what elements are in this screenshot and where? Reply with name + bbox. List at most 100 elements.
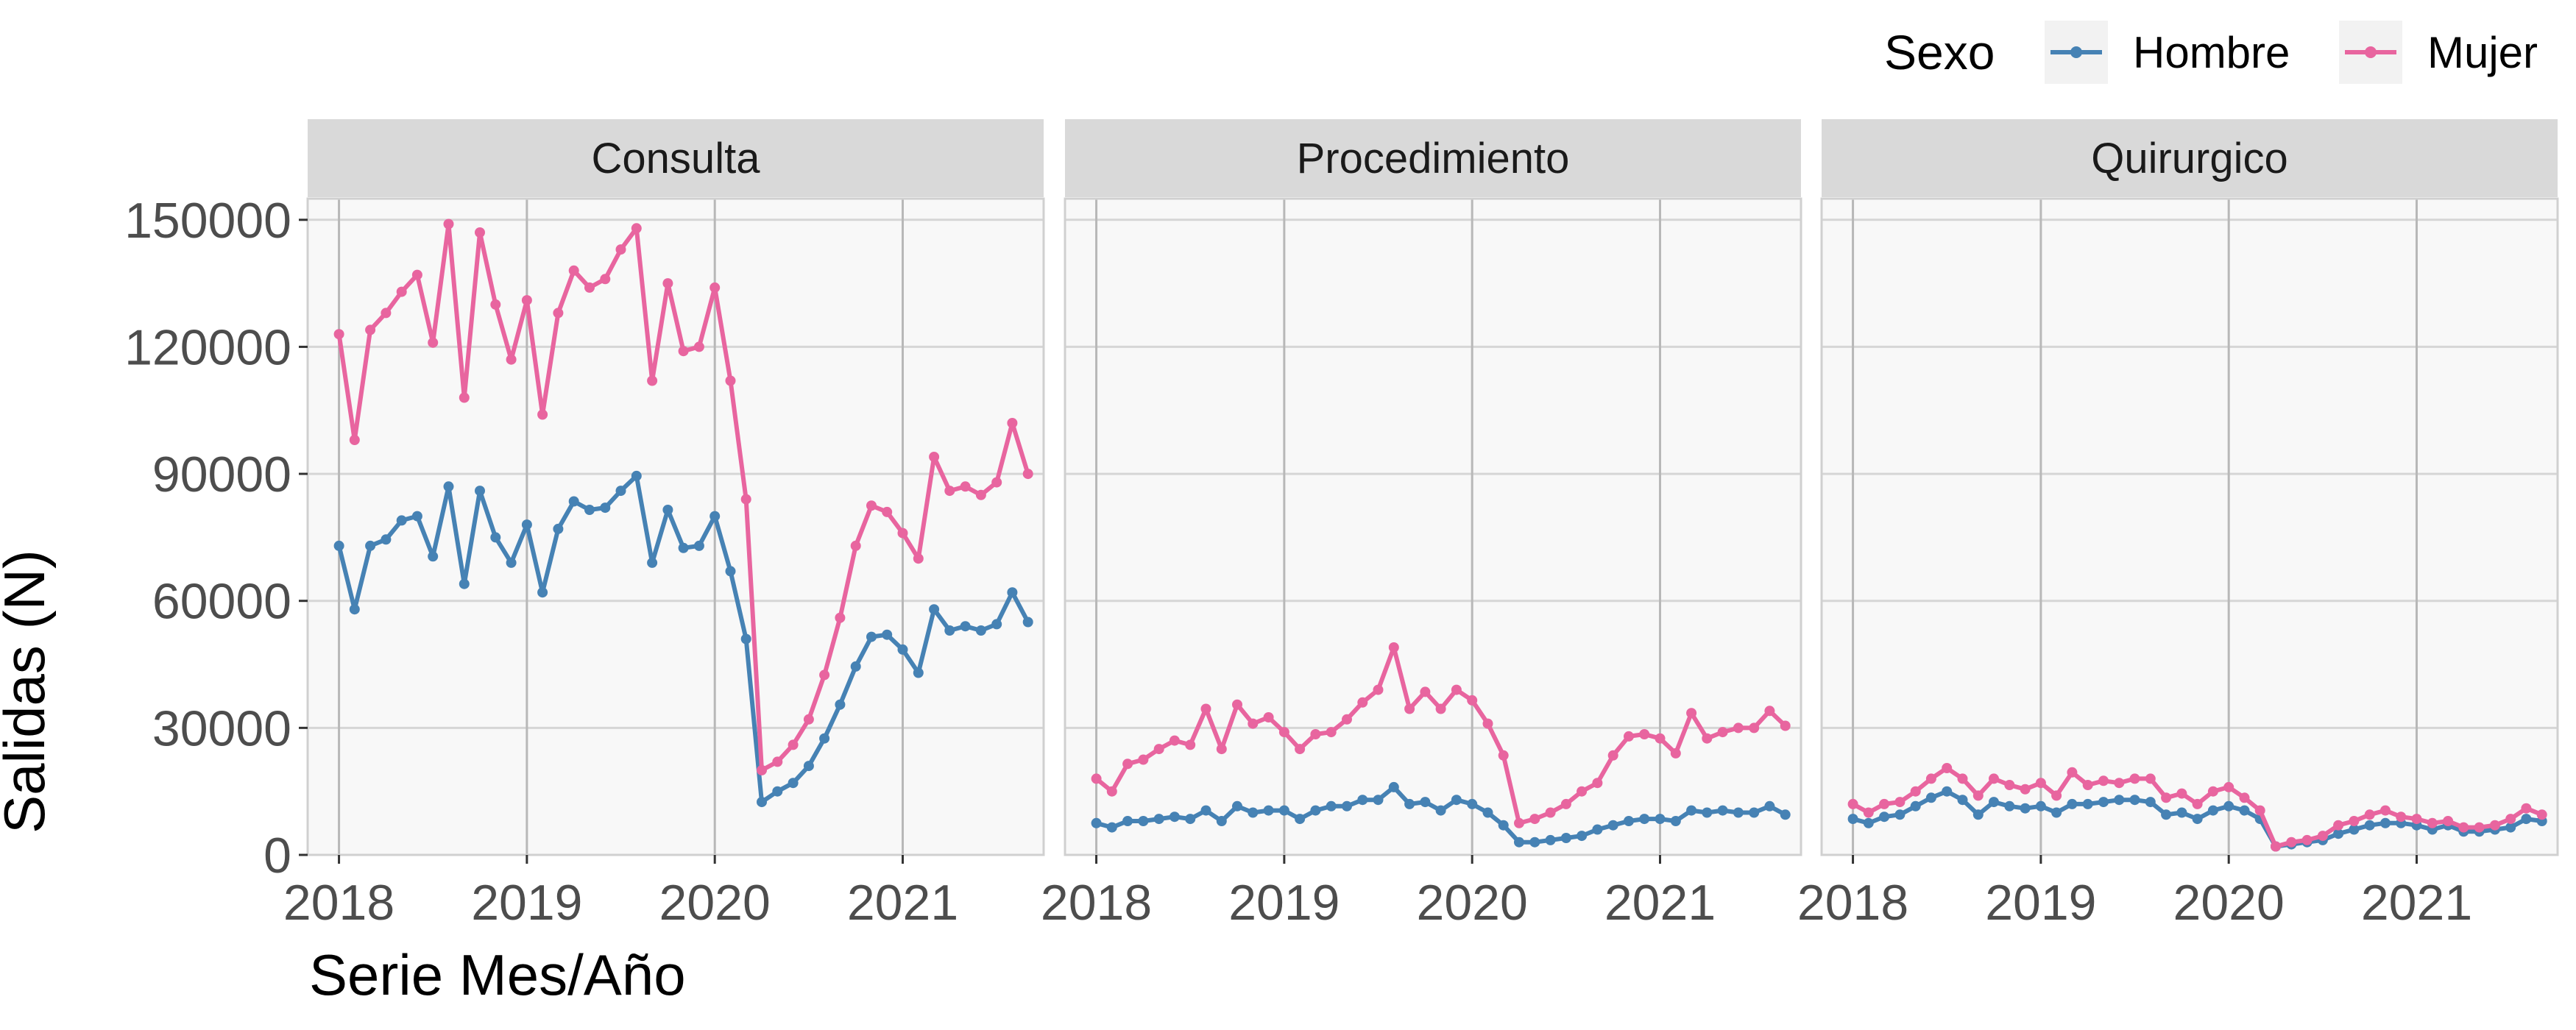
data-point-hombre [537,587,548,598]
data-point-hombre [1655,814,1666,825]
data-point-mujer [1216,744,1227,755]
data-point-mujer [819,670,830,681]
data-point-hombre [1373,795,1384,806]
panel-border [1064,197,1802,856]
data-point-mujer [615,244,626,255]
data-point-hombre [1942,786,1953,797]
data-point-mujer [2145,773,2156,784]
data-point-hombre [2082,798,2093,809]
y-axis-title: Salidas (N) [0,550,57,834]
data-point-hombre [475,486,485,497]
data-point-hombre [1467,798,1478,809]
data-point-mujer [1733,722,1744,734]
data-point-hombre [1607,820,1618,831]
data-point-mujer [2301,834,2313,845]
data-point-hombre [1388,781,1399,792]
data-point-hombre [1263,805,1274,816]
data-point-hombre [396,515,407,526]
data-point-mujer [1717,727,1728,738]
data-point-mujer [2020,784,2031,795]
data-point-hombre [662,505,673,515]
data-point-hombre [913,667,924,678]
data-point-hombre [850,661,861,672]
data-point-hombre [1863,817,1874,828]
data-point-hombre [1435,805,1446,816]
data-point-mujer [725,375,736,386]
data-point-mujer [2192,798,2203,809]
data-point-mujer [2051,790,2062,801]
data-point-hombre [1702,807,1713,818]
data-point-mujer [381,308,392,319]
data-point-mujer [2427,817,2438,828]
data-point-mujer [2004,780,2015,790]
data-point-hombre [1007,587,1018,598]
data-point-hombre [631,470,642,481]
data-point-mujer [1577,786,1588,797]
data-point-mujer [537,409,548,420]
data-point-mujer [2380,805,2391,816]
x-tick-label: 2018 [1797,875,1908,931]
data-point-hombre [1169,811,1180,823]
data-point-mujer [1467,695,1478,706]
data-point-hombre [1342,800,1352,811]
data-point-hombre [710,511,721,522]
data-point-hombre [1185,814,1196,825]
data-point-hombre [2161,809,2172,820]
data-point-hombre [960,621,971,632]
data-point-mujer [850,540,861,551]
data-point-hombre [2333,828,2344,839]
data-point-mujer [1863,807,1874,818]
data-point-mujer [693,341,704,352]
data-point-hombre [365,540,376,551]
data-point-mujer [882,506,893,517]
data-point-hombre [2521,814,2532,825]
data-point-mujer [2364,809,2375,820]
data-point-mujer [1007,418,1018,428]
data-point-mujer [1560,798,1571,809]
data-point-hombre [1733,807,1744,818]
data-point-hombre [897,644,908,655]
data-point-hombre [1670,816,1681,826]
data-point-mujer [1879,798,1890,809]
data-point-hombre [1577,831,1588,842]
data-point-mujer [2505,814,2516,825]
data-point-mujer [757,764,767,775]
data-point-mujer [1091,773,1102,784]
data-point-mujer [803,714,814,725]
data-point-mujer [2223,781,2234,792]
data-point-hombre [1091,817,1102,828]
data-point-hombre [835,699,846,710]
data-point-mujer [2067,767,2078,778]
data-point-hombre [615,486,626,497]
data-point-mujer [2207,786,2218,797]
data-point-mujer [1514,817,1524,828]
data-point-hombre [725,566,736,577]
data-point-hombre [553,523,564,534]
data-point-hombre [2145,797,2156,808]
data-point-mujer [411,269,422,280]
data-point-mujer [1420,686,1431,697]
data-point-hombre [1879,811,1890,823]
data-point-mujer [2161,792,2172,803]
data-point-hombre [1529,837,1540,848]
data-point-mujer [521,295,532,306]
x-tick-label: 2020 [2173,875,2285,931]
data-point-mujer [349,435,360,445]
data-point-mujer [2521,803,2532,814]
data-point-hombre [1717,805,1728,816]
data-point-hombre [1420,797,1431,808]
x-tick-label: 2019 [1228,875,1340,931]
data-point-mujer [1138,754,1149,765]
data-point-mujer [662,278,673,289]
data-point-mujer [1910,786,1921,797]
data-point-mujer [1451,684,1462,695]
legend-label-hombre: Hombre [2133,28,2290,77]
data-point-hombre [506,557,517,568]
data-point-hombre [1514,837,1524,848]
data-point-hombre [2035,800,2046,811]
panel-strip-label: Procedimiento [1297,135,1570,182]
data-point-mujer [2349,816,2360,826]
data-point-mujer [1847,798,1858,809]
data-point-hombre [2380,817,2391,828]
data-point-hombre [411,511,422,522]
